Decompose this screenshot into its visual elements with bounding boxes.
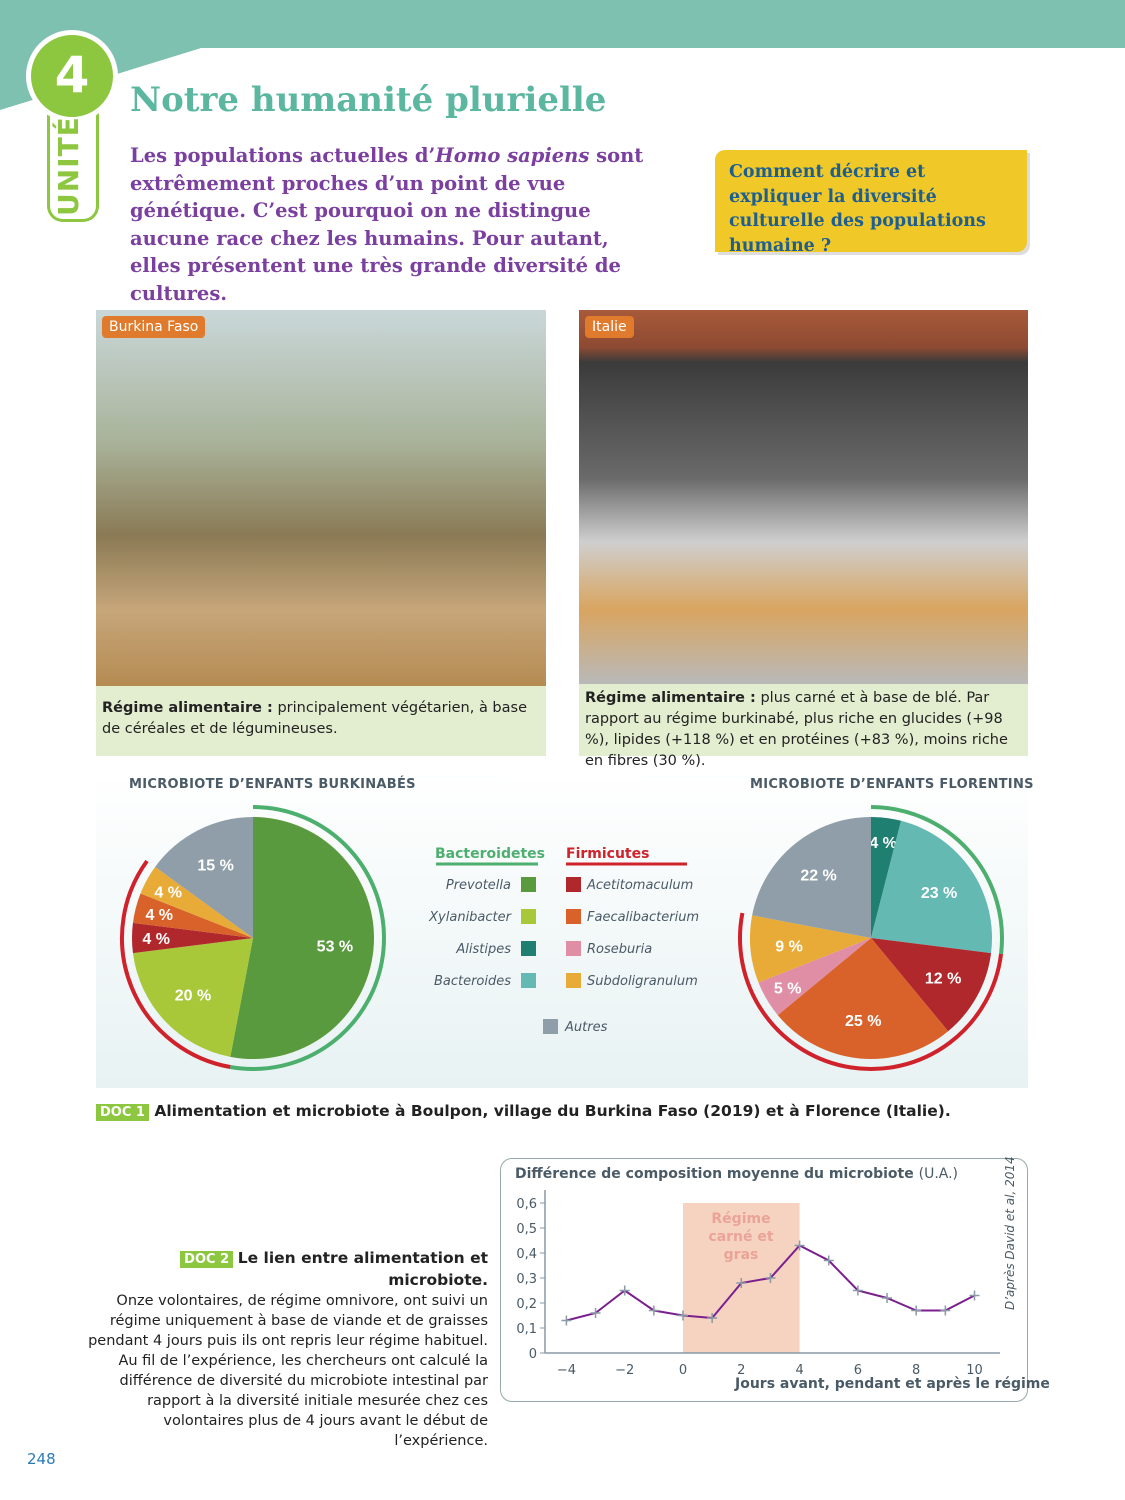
doc-tag: DOC 1 [96, 1104, 149, 1121]
unit-tab [47, 110, 99, 222]
doc2-caption: DOC 2 Le lien entre alimentation et micr… [88, 1248, 488, 1451]
caption-label: Régime alimentaire : [102, 700, 273, 716]
doc1-caption: DOC 1 Alimentation et microbiote à Boulp… [96, 1102, 951, 1121]
line-chart-box [500, 1158, 1028, 1402]
photo-caption: Régime alimentaire : plus carné et à bas… [579, 684, 1028, 769]
unit-number: 4 [26, 30, 118, 122]
pie-title-florence: MICROBIOTE D’ENFANTS FLORENTINS [750, 777, 1034, 792]
source-note: D’après David et al, 2014 [1003, 1156, 1017, 1310]
unit-label: UNITÉ [52, 116, 85, 216]
question-box: Comment décrire et expliquer la diversit… [715, 150, 1027, 256]
line-unit: (U.A.) [918, 1166, 959, 1182]
doc1-text: Alimentation et microbiote à Boulpon, vi… [154, 1102, 951, 1120]
page-title: Notre humanité plurielle [130, 80, 607, 120]
line-chart-title: Différence de composition moyenne du mic… [515, 1166, 958, 1182]
intro-text: Les populations actuelles d’Homo sapiens… [130, 142, 650, 307]
page-number: 248 [27, 1450, 56, 1468]
photo-tag: Burkina Faso [102, 316, 206, 338]
caption-text: principalement végétarien, à base de cér… [102, 700, 527, 737]
microbiote-charts [96, 770, 1028, 1088]
doc2-title: Le lien entre alimentation et microbiote… [237, 1249, 488, 1289]
x-axis-label: Jours avant, pendant et après le régime [735, 1376, 1050, 1392]
photo-tag: Italie [585, 316, 634, 338]
intro-species: Homo sapiens [435, 144, 590, 167]
doc2-text: Onze volontaires, de régime omnivore, on… [88, 1293, 488, 1449]
line-title: Différence de composition moyenne du mic… [515, 1166, 914, 1182]
intro-part: sont extrêmement proches d’un point de v… [130, 144, 644, 305]
photo-caption: Régime alimentaire : principalement végé… [96, 686, 546, 756]
doc-tag: DOC 2 [180, 1251, 234, 1268]
photo-burkina-faso: Burkina Faso [96, 310, 546, 686]
highlight-label: Régime carné et gras [708, 1211, 774, 1263]
pie-title-burkina: MICROBIOTE D’ENFANTS BURKINABÉS [129, 777, 416, 792]
caption-text: plus carné et à base de blé. Par rapport… [585, 690, 1008, 769]
intro-part: Les populations actuelles d’ [130, 144, 436, 167]
photo-italie: Italie [579, 310, 1028, 684]
caption-label: Régime alimentaire : [585, 690, 756, 706]
